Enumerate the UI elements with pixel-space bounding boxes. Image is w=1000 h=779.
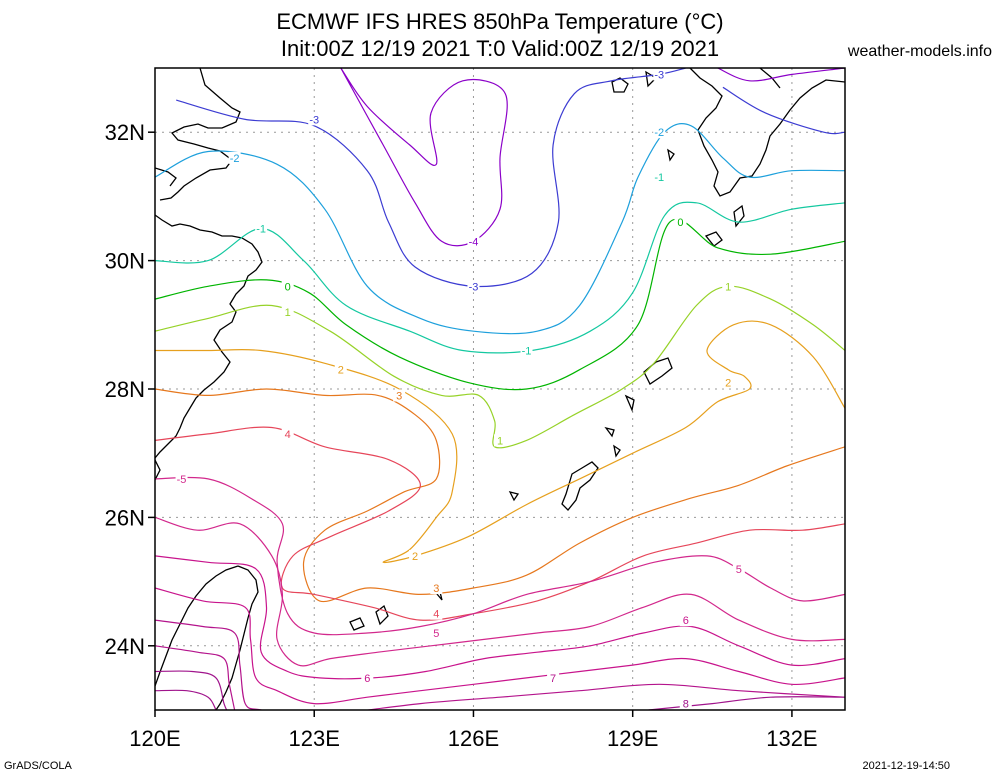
contour-line [717,68,845,82]
contour-label-bg [467,280,480,293]
contour-label: 5 [433,628,439,640]
contour-label-bg [430,607,443,620]
contour-line [155,619,845,710]
contour-label: 2 [412,551,418,563]
contour-line [155,516,845,667]
contour-label: 8 [683,699,689,711]
contour-label-bg [175,472,188,485]
contour-label-bg [722,376,735,389]
contour-label: 5 [736,564,742,576]
china-coastline-b [155,167,177,481]
contour-label: -5 [177,474,187,486]
contour-labels: -3 -3 -4 -3 -2 -2 -1 -1 -1 0 0 1 1 1 2 2 2 3 3 4 4 -5 5 5 6 6 7 8 [175,68,745,711]
contour-label-bg [732,562,745,575]
contour-label-bg [281,305,294,318]
contour-line [648,696,845,710]
map-title: ECMWF IFS HRES 850hPa Temperature (°C) [276,9,724,34]
tick-label-lat: 28N [105,377,145,402]
contour-label-bg [653,126,666,139]
contour-label-bg [308,113,321,126]
contour-label: 4 [433,609,439,621]
contour-line [155,218,845,391]
tick-label-lat: 30N [105,249,145,274]
axis-ticks: 120E 123E 126E 129E 132E 24N 26N 28N 30N 32N [105,120,818,751]
tick-label-lon: 120E [129,726,180,751]
contour-label-bg [520,344,533,357]
contour-label: -3 [309,114,319,126]
contour-label: 3 [396,390,402,402]
okinawa-outline [508,461,599,511]
contour-label-bg [281,427,294,440]
contour-label: 0 [285,281,291,293]
amami-islands [604,357,673,458]
contour-label: 7 [550,673,556,685]
contour-line [176,68,686,288]
contour-label-bg [334,363,347,376]
contour-label: 2 [338,365,344,377]
contour-label: -2 [230,153,240,165]
contour-line [155,555,845,680]
contour-label: -4 [469,236,479,248]
contour-label-bg [653,68,666,81]
contour-label: 1 [285,307,291,319]
tick-label-lon: 123E [289,726,340,751]
site-name: weather-models.info [847,43,992,60]
contour-label-bg [393,389,406,402]
contour-label: 2 [725,378,731,390]
tick-label-lon: 132E [766,726,817,751]
contour-label-bg [430,582,443,595]
tick-label-lat: 32N [105,120,145,145]
taiwan-outline [155,565,259,710]
contour-label: -1 [256,224,266,236]
contour-label: 4 [285,429,291,441]
contour-label-bg [653,171,666,184]
contour-line [155,670,228,710]
tick-label-lon: 129E [607,726,658,751]
contour-line [155,689,217,710]
contour-label-bg [547,671,560,684]
contour-label-bg [494,434,506,447]
contour-label-bg [722,280,735,293]
contour-label: 6 [364,673,370,685]
contour-label: -1 [522,345,532,357]
contour-label: 1 [497,435,503,447]
china-coastline [155,68,263,459]
footer-software: GrADS/COLA [4,760,72,772]
contour-line [155,388,845,603]
contour-label-bg [430,626,443,639]
contour-label: 6 [683,615,689,627]
contour-label-bg [361,671,374,684]
contour-label: 1 [725,281,731,293]
contour-line [722,86,845,135]
tick-label-lat: 26N [105,505,145,530]
contour-label: -1 [654,172,664,184]
contour-line [155,123,845,335]
contour-label-bg [679,614,692,627]
contour-label: -3 [654,69,664,81]
contour-line [155,587,845,705]
tick-label-lon: 126E [448,726,499,751]
contour-line [155,320,845,564]
contour-label: -2 [654,127,664,139]
contour-label-bg [467,235,480,248]
contour-label: -3 [469,281,479,293]
contour-line [155,426,845,621]
contour-label: 0 [677,217,683,229]
contour-line [340,68,508,247]
contour-label-bg [674,216,687,229]
contour-label: 3 [433,583,439,595]
contour-label-bg [679,697,692,710]
contour-label-bg [228,151,241,164]
map-subtitle: Init:00Z 12/19 2021 T:0 Valid:00Z 12/19 … [280,36,720,61]
contour-label-bg [281,280,294,293]
contour-line [155,645,236,710]
contour-label-bg [255,222,268,235]
tick-label-lat: 24N [105,634,145,659]
footer-timestamp: 2021-12-19-14:50 [862,760,950,772]
contour-label-bg [409,549,422,562]
